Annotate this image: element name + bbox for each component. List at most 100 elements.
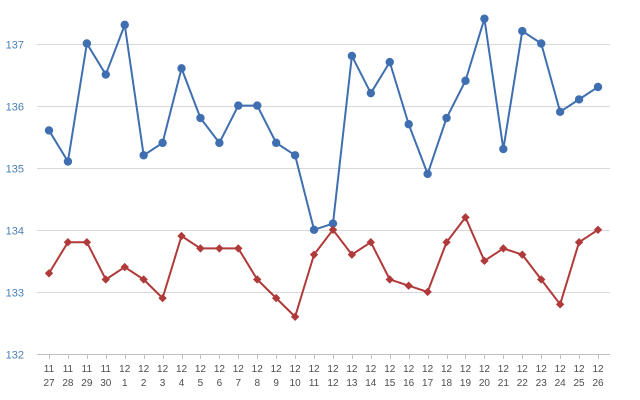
- series-line: [48, 216, 599, 318]
- x-tick-label: 12 10: [290, 364, 302, 389]
- data-point: [593, 225, 603, 234]
- x-tick-label: 12 3: [157, 364, 169, 389]
- data-point: [290, 312, 300, 321]
- data-point: [328, 225, 338, 234]
- data-point: [347, 250, 357, 259]
- x-tick-label: 12 11: [308, 364, 320, 389]
- data-point: [234, 244, 243, 253]
- data-point: [215, 244, 224, 253]
- y-tick-label: 133: [6, 288, 24, 300]
- x-tick-label: 12 19: [460, 364, 472, 389]
- x-tick-label: 12 24: [555, 364, 567, 389]
- data-point: [366, 238, 376, 247]
- series-lines: [44, 14, 603, 321]
- data-point: [461, 76, 470, 85]
- x-tick-label: 12 8: [252, 364, 264, 389]
- data-point: [499, 144, 508, 154]
- x-tick-label: 12 20: [479, 364, 491, 389]
- data-point: [537, 39, 546, 48]
- data-point: [480, 14, 489, 23]
- x-tick-label: 12 21: [498, 364, 510, 389]
- y-tick-label: 132: [6, 350, 24, 362]
- data-point: [593, 82, 603, 92]
- x-tick-label: 12 2: [138, 364, 150, 389]
- data-point: [404, 281, 413, 290]
- data-point: [44, 126, 54, 135]
- x-tick-label: 12 9: [271, 364, 283, 389]
- data-point: [177, 64, 186, 73]
- data-point: [309, 250, 319, 259]
- data-point: [253, 275, 262, 284]
- data-point: [555, 300, 565, 309]
- data-point: [234, 101, 243, 110]
- x-tick-label: 12 1: [119, 364, 131, 389]
- data-point: [555, 107, 565, 117]
- data-point: [404, 120, 413, 129]
- data-point: [347, 51, 357, 61]
- x-tick-label: 12 26: [592, 364, 604, 389]
- data-point: [82, 238, 92, 247]
- data-point: [461, 213, 470, 222]
- x-tick-label: 12 12: [327, 364, 339, 389]
- data-point: [480, 256, 489, 266]
- x-tick-label: 12 22: [517, 364, 529, 389]
- y-axis-tick-labels: 132 133 134 135 136 137: [6, 40, 24, 362]
- data-point: [139, 151, 148, 160]
- x-tick-label: 12 17: [422, 364, 434, 389]
- data-point: [366, 88, 376, 98]
- x-tick-label: 12 25: [574, 364, 586, 389]
- data-point: [158, 293, 167, 303]
- data-point: [196, 244, 205, 253]
- data-point: [290, 151, 300, 160]
- data-point: [518, 26, 527, 36]
- x-tick-label: 12 6: [214, 364, 226, 389]
- data-point: [139, 275, 148, 284]
- data-point: [271, 293, 281, 303]
- x-tick-label: 12 13: [346, 364, 358, 389]
- data-point: [120, 262, 129, 272]
- data-point: [442, 113, 451, 123]
- x-tick-label: 12 23: [536, 364, 548, 389]
- x-tick-label: 12 18: [441, 364, 453, 389]
- data-point: [82, 39, 92, 48]
- data-point: [518, 250, 527, 259]
- y-tick-label: 137: [6, 40, 24, 52]
- data-point: [120, 20, 129, 30]
- x-tick-label: 12 15: [384, 364, 396, 389]
- series-line: [48, 17, 599, 231]
- series-2: [44, 213, 603, 321]
- data-point: [423, 287, 432, 297]
- data-point: [196, 113, 205, 123]
- data-point: [63, 157, 73, 166]
- x-tick-label: 12 5: [195, 364, 207, 389]
- data-point: [177, 231, 186, 241]
- data-point: [574, 238, 584, 247]
- data-point: [158, 138, 167, 148]
- x-tick-label: 11 27: [43, 364, 55, 389]
- x-tick-label: 11 28: [62, 364, 74, 389]
- data-point: [253, 101, 262, 110]
- data-point: [442, 238, 451, 247]
- y-tick-label: 134: [6, 226, 24, 238]
- x-tick-label: 12 4: [176, 364, 188, 389]
- gridlines: [37, 44, 610, 355]
- data-point: [328, 219, 338, 228]
- data-point: [499, 244, 508, 253]
- x-tick-label: 11 29: [81, 364, 93, 389]
- x-tick-label: 12 16: [403, 364, 415, 389]
- x-axis-tick-labels: 11 27 11 28 11 29 11 30 12 1 12 2 12 3 12 4 12 5 12 6 12 7 12 8…: [43, 354, 604, 389]
- x-tick-label: 12 14: [365, 364, 377, 389]
- data-point: [44, 269, 54, 278]
- data-point: [101, 70, 110, 79]
- data-point: [574, 95, 584, 104]
- data-point: [385, 275, 394, 284]
- data-point: [101, 275, 110, 284]
- data-point: [537, 275, 546, 284]
- x-tick-label: 12 7: [233, 364, 245, 389]
- data-point: [423, 169, 432, 179]
- data-point: [215, 138, 224, 148]
- data-point: [309, 225, 319, 234]
- data-point: [63, 238, 73, 247]
- x-tick-label: 11 30: [100, 364, 112, 389]
